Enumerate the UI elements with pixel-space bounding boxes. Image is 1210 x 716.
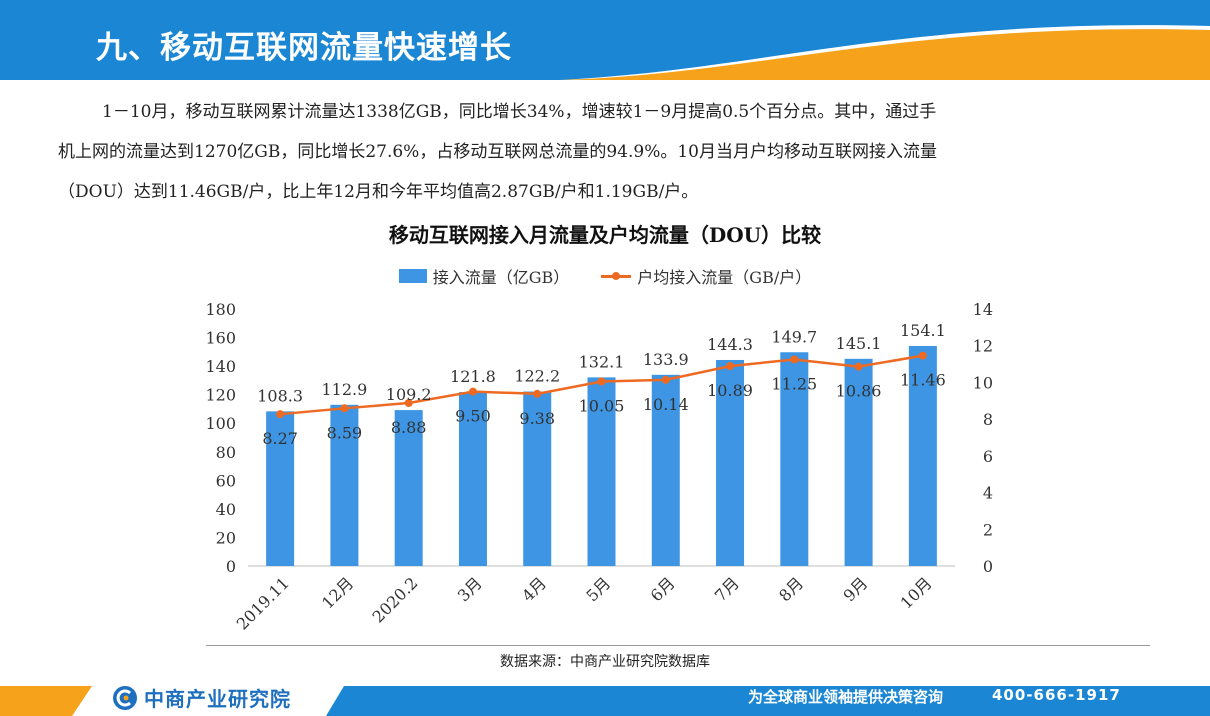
bar [330,404,359,566]
paragraph-line-2: 机上网的流量达到1270亿GB，同比增长27.6%，占移动互联网总流量的94.9… [58,142,937,162]
x-tick-label: 5月 [582,573,614,605]
intro-paragraph: 1－10月，移动互联网累计流量达1338亿GB，同比增长34%，增速较1－9月提… [58,92,1168,212]
legend-line-swatch [601,269,632,283]
line-point [340,404,349,413]
y-left-tick-label: 20 [216,528,236,547]
line-point [276,410,285,419]
source-divider [206,645,1150,646]
x-tick-label: 2019.11 [233,573,293,633]
legend-bar-swatch [398,269,427,283]
line-point [404,398,413,407]
x-tick-label: 3月 [454,573,486,605]
y-left-tick-label: 160 [205,329,236,348]
bar-value-label: 109.2 [386,385,432,404]
y-right-tick-label: 0 [983,557,993,576]
line-value-label: 10.89 [707,381,753,400]
y-right-tick-label: 12 [973,337,993,356]
y-right-tick-label: 6 [983,447,993,466]
line-point [533,389,542,398]
y-right-tick-label: 8 [983,410,993,429]
line-value-label: 10.05 [579,397,625,416]
legend-bar-label: 接入流量（亿GB） [432,268,570,287]
bar-value-label: 121.8 [450,367,496,386]
y-right-tick-label: 4 [983,484,993,503]
line-point [790,355,799,364]
bar-value-label: 132.1 [579,352,625,371]
bar-value-label: 133.9 [643,350,689,369]
line-point [661,375,670,384]
y-left-tick-label: 100 [205,414,236,433]
bar-value-label: 108.3 [257,386,303,405]
bar [458,392,487,566]
x-tick-label: 12月 [318,573,357,612]
bar-value-label: 154.1 [900,321,946,340]
line-point [726,362,735,371]
line-value-label: 11.46 [900,371,946,390]
line-value-label: 9.50 [455,407,491,426]
y-left-tick-label: 140 [205,357,236,376]
y-left-tick-label: 180 [205,300,236,319]
y-left-tick-label: 80 [216,443,236,462]
bar [651,374,680,566]
line-point [854,362,863,371]
brand-logo: 中商产业研究院 [112,683,291,712]
y-right-tick-label: 14 [973,300,993,319]
x-tick-label: 10月 [897,573,936,612]
bar-value-label: 144.3 [707,335,753,354]
line-value-label: 9.38 [519,409,555,428]
y-left-tick-label: 60 [216,471,236,490]
footer-slogan: 为全球商业领袖提供决策咨询 [748,688,944,706]
line-value-label: 8.27 [262,429,298,448]
line-value-label: 8.59 [327,423,363,442]
x-tick-label: 6月 [647,573,679,605]
paragraph-line-3: （DOU）达到11.46GB/户，比上年12月和今年平均值高2.87GB/户和1… [58,182,699,202]
legend-line-label: 户均接入流量（GB/户） [637,268,812,287]
paragraph-line-1: 1－10月，移动互联网累计流量达1338亿GB，同比增长34%，增速较1－9月提… [102,102,937,122]
y-left-tick-label: 120 [205,386,236,405]
bar [587,377,616,566]
data-source: 数据来源：中商产业研究院数据库 [500,654,710,670]
bar-value-label: 112.9 [322,380,368,399]
bar-value-label: 145.1 [836,334,882,353]
chart-title: 移动互联网接入月流量及户均流量（DOU）比较 [388,223,822,247]
bar [908,345,937,566]
x-tick-label: 9月 [839,573,871,605]
x-tick-label: 4月 [518,573,550,605]
line-point [468,387,477,396]
bar-value-label: 122.2 [514,367,560,386]
bar [266,411,295,566]
header-banner: 九、移动互联网流量快速增长 [0,0,1210,80]
line-value-label: 10.86 [836,382,882,401]
bar-value-label: 149.7 [771,327,817,346]
bar [394,410,423,566]
bar [523,391,552,566]
header-background [0,0,1210,80]
x-tick-label: 7月 [711,573,743,605]
bar [844,358,873,566]
y-left-tick-label: 0 [226,557,236,576]
y-right-tick-label: 10 [973,373,993,392]
bar [780,352,809,566]
y-right-tick-label: 2 [983,520,993,539]
x-tick-label: 8月 [775,573,807,605]
x-tick-label: 2020.2 [368,573,421,626]
footer-background [0,686,1210,716]
footer-phone: 400-666-1917 [992,686,1121,704]
line-point [597,377,606,386]
line-value-label: 8.88 [391,418,427,437]
line-point [918,351,927,360]
page-title: 九、移动互联网流量快速增长 [96,30,512,66]
y-left-tick-label: 40 [216,500,236,519]
line-value-label: 11.25 [771,374,817,393]
legend-item-line: 户均接入流量（GB/户） [601,264,811,288]
footer-bar [0,680,1210,716]
bar [716,359,745,566]
legend-item-bar: 接入流量（亿GB） [398,264,570,288]
chart-legend: 接入流量（亿GB） 户均接入流量（GB/户） [0,264,1210,288]
brand-mark-icon [113,685,137,710]
line-value-label: 10.14 [643,395,689,414]
brand-name: 中商产业研究院 [144,687,291,711]
